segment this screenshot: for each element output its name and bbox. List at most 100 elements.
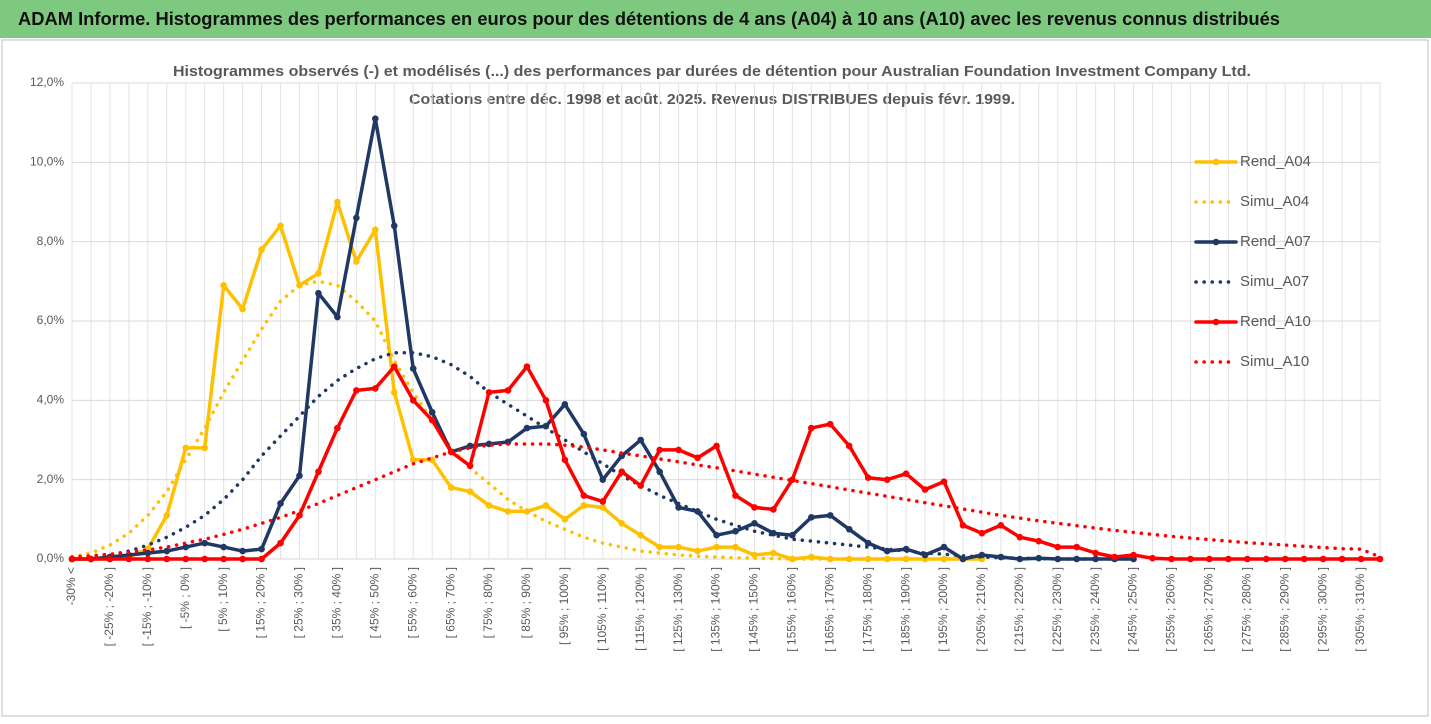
- x-tick-label: [ 105% ; 110% ]: [595, 567, 609, 651]
- point: [1319, 555, 1327, 563]
- point: [580, 430, 588, 438]
- x-tick-label: [ 5% ; 10% ]: [216, 567, 230, 632]
- point: [1338, 555, 1346, 563]
- point: [239, 547, 246, 555]
- y-tick-label: 6,0%: [37, 313, 65, 327]
- x-tick-label: [ 155% ; 160% ]: [785, 567, 799, 652]
- point: [599, 476, 607, 483]
- x-tick-label: [ 135% ; 140% ]: [709, 567, 723, 652]
- model-line: [70, 442, 1382, 559]
- point: [504, 387, 512, 394]
- point: [1111, 553, 1118, 561]
- x-tick-label: [ 95% ; 100% ]: [557, 567, 571, 645]
- point: [1054, 555, 1062, 563]
- point: [580, 492, 588, 499]
- x-tick-label: [ 215% ; 220% ]: [1012, 567, 1026, 652]
- point: [751, 504, 758, 511]
- point: [864, 539, 872, 547]
- point: [163, 547, 171, 555]
- point: [618, 520, 626, 527]
- point: [940, 478, 948, 485]
- point: [372, 226, 379, 234]
- point: [1187, 555, 1194, 563]
- x-tick-label: [ 145% ; 150% ]: [747, 567, 761, 652]
- x-tick-label: [ 165% ; 170% ]: [822, 567, 836, 652]
- point: [656, 468, 663, 476]
- point: [163, 512, 171, 519]
- point: [182, 543, 190, 551]
- point: [239, 555, 246, 563]
- point: [372, 385, 379, 392]
- point: [542, 502, 550, 509]
- x-tick-label: [ 85% ; 90% ]: [519, 567, 533, 638]
- point: [334, 424, 341, 432]
- point: [353, 387, 360, 394]
- point: [315, 270, 322, 277]
- point: [808, 424, 815, 432]
- point: [978, 529, 986, 537]
- x-tick-label: [ 265% ; 270% ]: [1202, 567, 1216, 652]
- point: [1225, 555, 1232, 563]
- point: [353, 214, 360, 222]
- x-tick-label: [ 225% ; 230% ]: [1050, 567, 1064, 652]
- point: [732, 492, 739, 499]
- point: [959, 521, 967, 529]
- point: [334, 198, 341, 206]
- point: [390, 389, 398, 396]
- point: [1054, 543, 1062, 551]
- legend-label: Simu_A04: [1240, 193, 1309, 210]
- point: [220, 282, 227, 289]
- point: [770, 549, 777, 557]
- point: [1300, 555, 1308, 563]
- point: [940, 543, 948, 551]
- point: [713, 442, 720, 450]
- model-line: [70, 279, 984, 561]
- point: [144, 555, 152, 563]
- point: [997, 521, 1005, 529]
- x-tick-label: [ 255% ; 260% ]: [1164, 567, 1178, 652]
- x-tick-label: [ 175% ; 180% ]: [860, 567, 874, 652]
- point: [637, 482, 644, 489]
- x-tick-label: [ 235% ; 240% ]: [1088, 567, 1102, 652]
- point: [447, 484, 455, 491]
- point: [315, 468, 322, 476]
- point: [220, 543, 227, 551]
- point: [239, 305, 246, 313]
- point: [409, 456, 417, 464]
- point: [277, 222, 284, 230]
- x-tick-label: [ 295% ; 300% ]: [1315, 567, 1329, 652]
- point: [334, 313, 341, 321]
- point: [618, 468, 626, 476]
- point: [163, 555, 171, 563]
- point: [751, 520, 758, 527]
- point: [1035, 537, 1043, 545]
- point: [789, 476, 796, 483]
- point: [732, 543, 739, 551]
- point: [808, 514, 815, 521]
- point: [845, 442, 853, 450]
- point: [1092, 549, 1099, 557]
- x-tick-label: [ 35% ; 40% ]: [330, 567, 344, 638]
- point: [883, 476, 891, 483]
- x-tick-label: [ 305% ; 310% ]: [1353, 567, 1367, 652]
- point: [713, 543, 720, 551]
- point: [1357, 555, 1365, 563]
- legend-label: Simu_A10: [1240, 353, 1309, 370]
- point: [466, 462, 474, 470]
- point: [845, 525, 853, 533]
- x-tick-label: [ 65% ; 70% ]: [443, 567, 457, 638]
- x-tick-label: [ 285% ; 290% ]: [1277, 567, 1291, 652]
- legend-label: Rend_A04: [1240, 153, 1311, 170]
- x-tick-label: [ -15% ; -10% ]: [140, 567, 154, 646]
- point: [637, 531, 644, 539]
- point: [201, 444, 208, 452]
- point: [523, 424, 531, 432]
- point: [466, 488, 474, 495]
- point: [542, 397, 550, 404]
- point: [125, 555, 133, 563]
- point: [1130, 551, 1137, 559]
- x-tick-label: [ 205% ; 210% ]: [974, 567, 988, 652]
- point: [353, 258, 360, 265]
- point: [390, 222, 398, 230]
- point: [182, 555, 190, 563]
